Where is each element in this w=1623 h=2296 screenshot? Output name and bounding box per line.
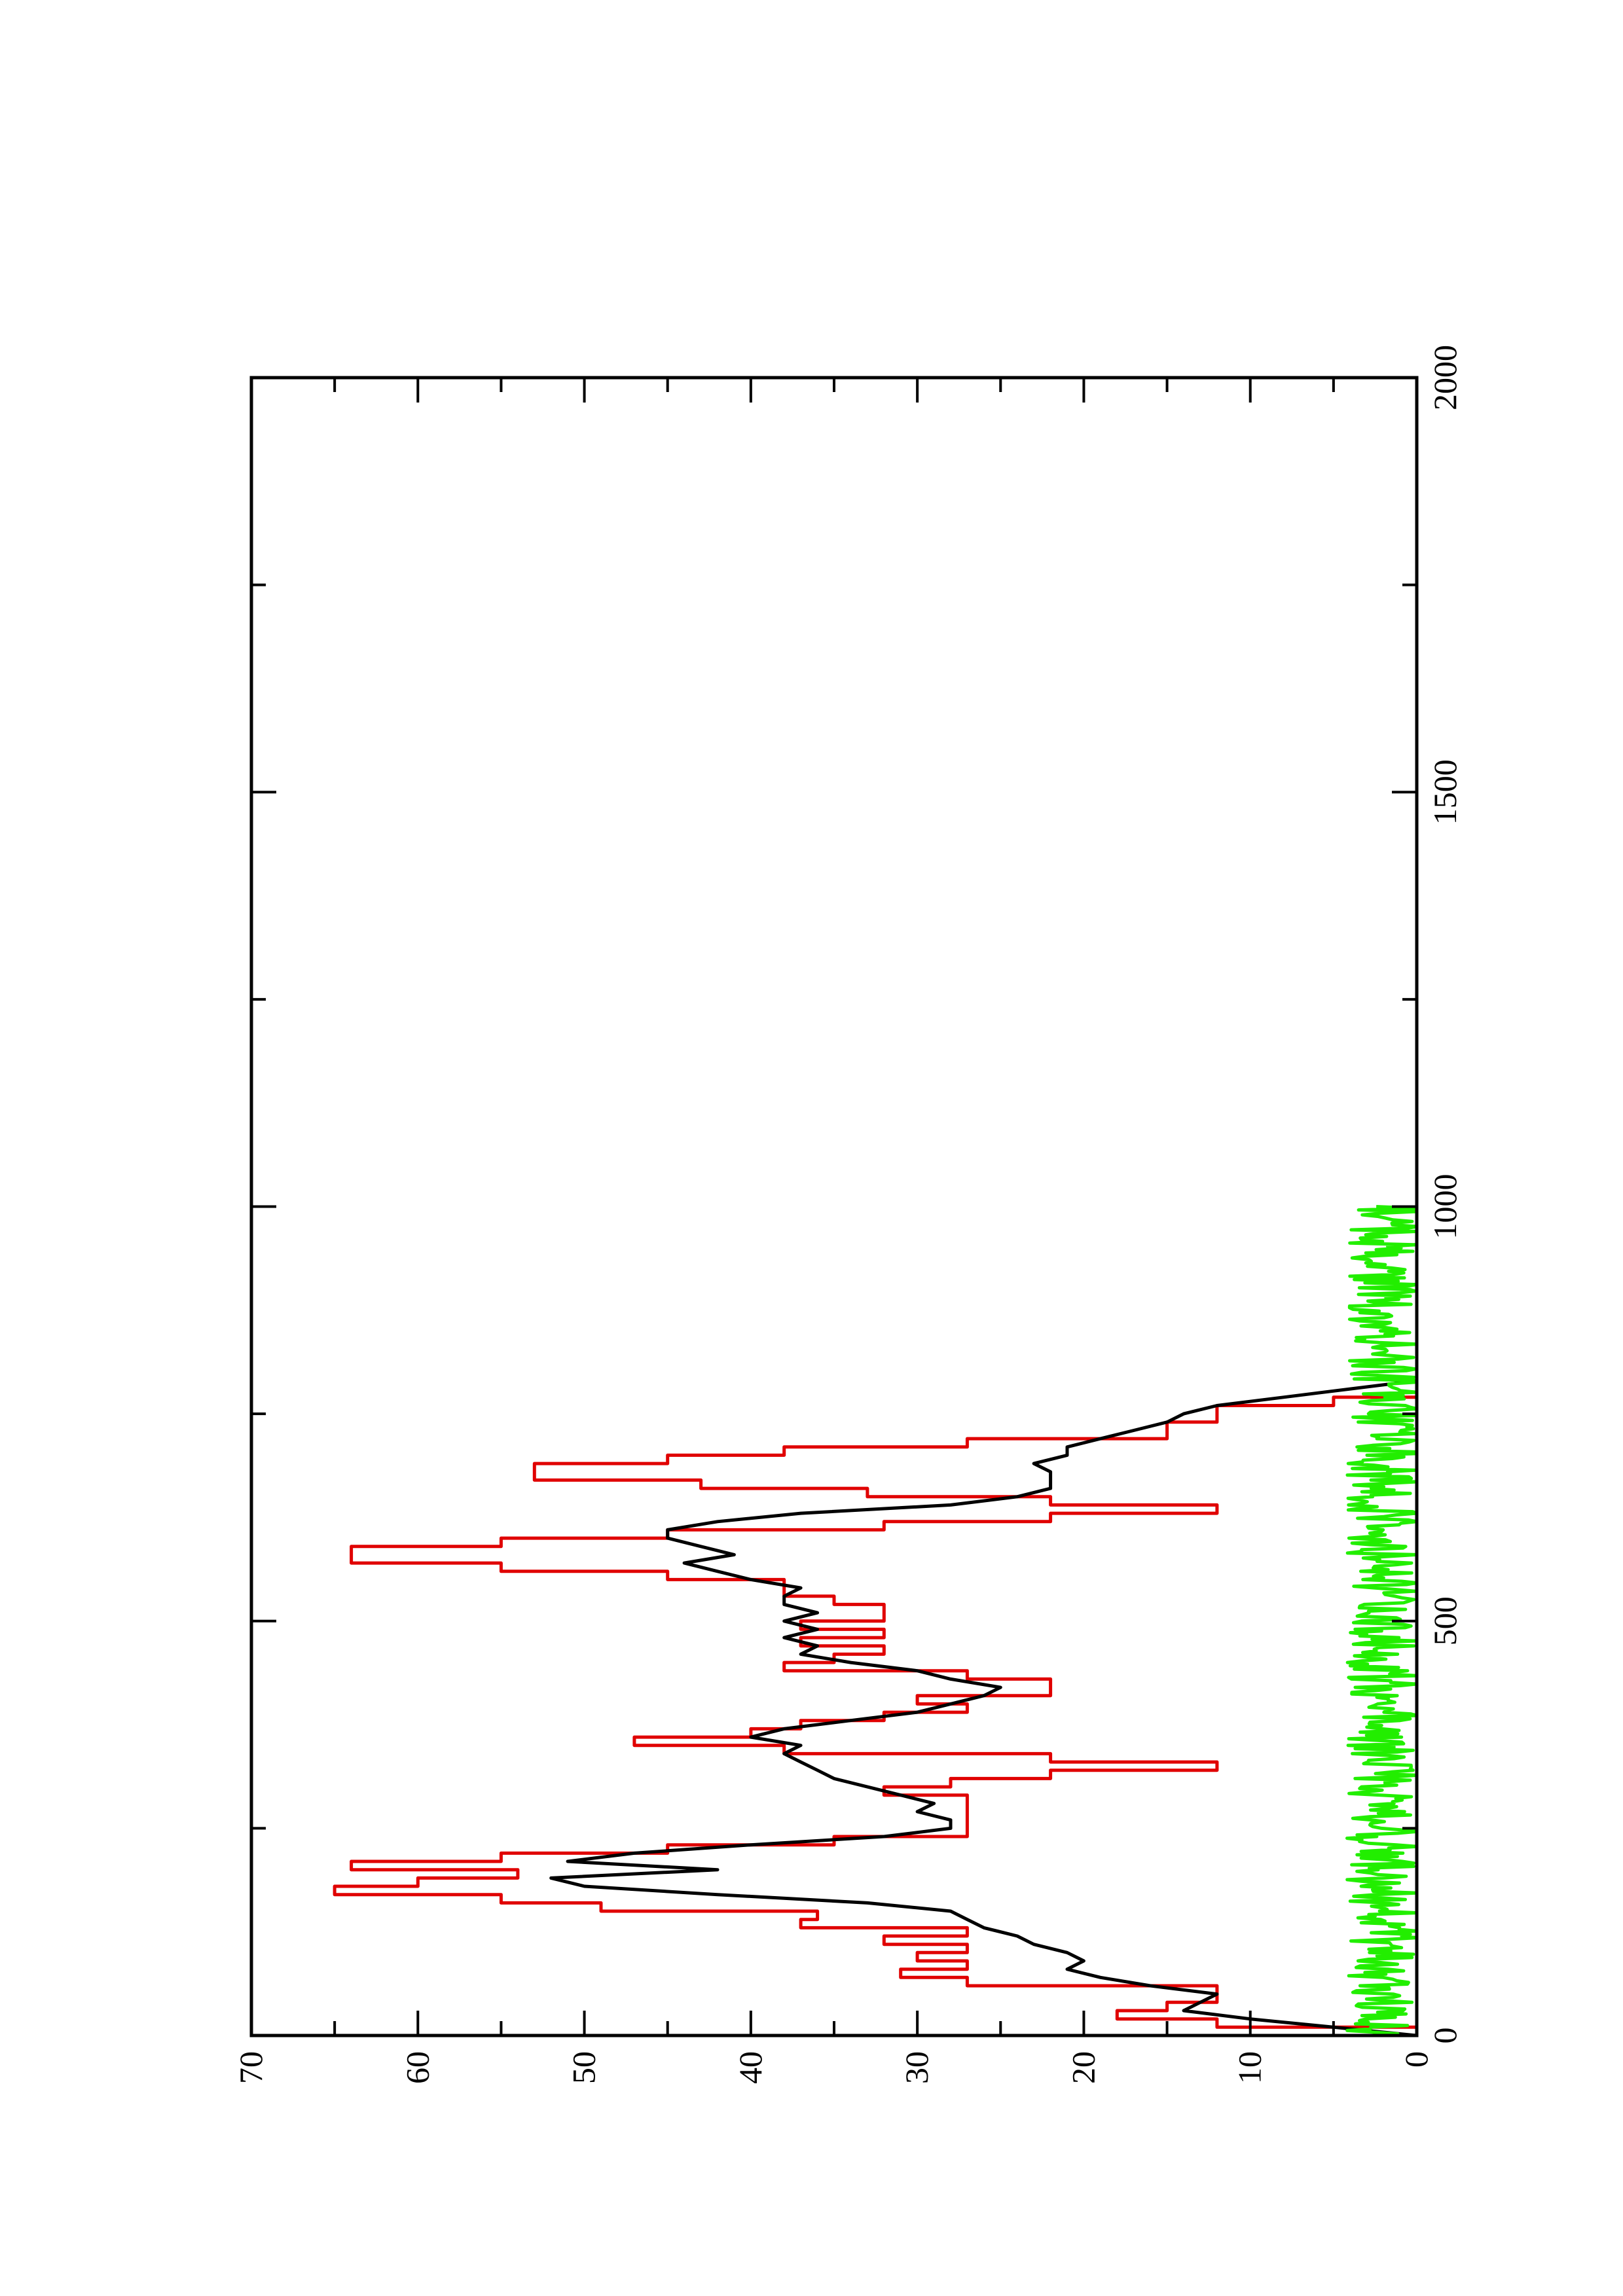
y-tick-label: 10	[1231, 2051, 1268, 2084]
x-tick-label: 2000	[1427, 345, 1463, 410]
y-tick-label: 40	[732, 2051, 769, 2084]
series-line-3	[1345, 1205, 1419, 2037]
y-tick-label: 60	[399, 2051, 435, 2084]
tick-labels: 0 500 1000 1500 2000 0 10 20 30 40 50 60 70	[232, 345, 1463, 2084]
y-tick-label: 70	[232, 2051, 269, 2084]
x-tick-label: 500	[1427, 1596, 1463, 1645]
x-tick-label: 0	[1427, 2028, 1463, 2044]
y-tick-label: 30	[898, 2051, 935, 2084]
ticks	[250, 376, 1418, 2037]
y-tick-label: 20	[1065, 2051, 1101, 2084]
series-line-1	[333, 1206, 1419, 2036]
y-tick-label: 0	[1398, 2051, 1434, 2068]
x-tick-label: 1000	[1427, 1174, 1463, 1240]
plot-frame	[249, 376, 1419, 2037]
x-tick-label: 1500	[1427, 759, 1463, 825]
plot-area	[333, 1205, 1419, 2037]
y-tick-label: 50	[566, 2051, 602, 2084]
